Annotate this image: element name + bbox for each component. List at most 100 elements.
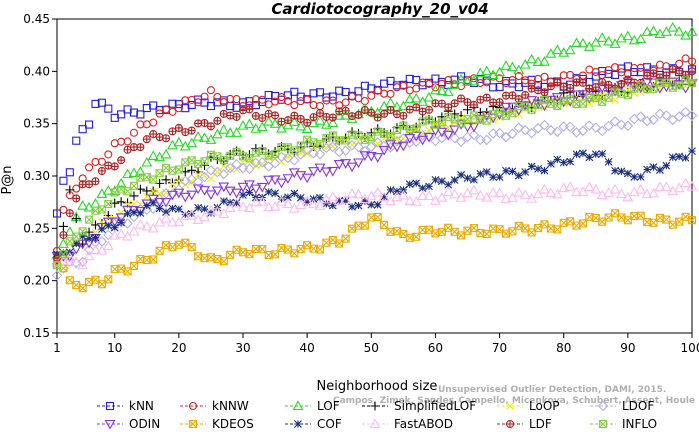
data-point xyxy=(578,219,588,228)
data-point-cross xyxy=(162,164,170,173)
data-point xyxy=(64,256,76,268)
data-point xyxy=(128,225,140,236)
data-point xyxy=(181,238,190,247)
data-point-cross xyxy=(232,148,241,156)
data-point xyxy=(303,95,312,104)
data-point xyxy=(585,93,594,102)
data-point xyxy=(97,98,106,107)
data-point xyxy=(168,107,177,116)
data-point xyxy=(489,173,498,182)
data-point-cross xyxy=(207,122,215,130)
data-point-cross xyxy=(189,420,197,428)
data-point xyxy=(585,153,594,162)
data-point xyxy=(476,169,485,178)
data-point xyxy=(506,402,514,410)
data-point xyxy=(277,195,286,203)
data-point xyxy=(199,171,210,183)
data-point xyxy=(187,243,196,252)
data-point-cross xyxy=(360,221,369,230)
data-point xyxy=(412,179,421,188)
data-point xyxy=(327,166,339,177)
data-point xyxy=(680,83,692,94)
data-point xyxy=(655,78,664,87)
data-point xyxy=(506,192,518,202)
data-point xyxy=(675,59,684,68)
data-point xyxy=(200,171,209,180)
data-point xyxy=(308,148,319,159)
data-point xyxy=(85,234,93,243)
data-point xyxy=(571,127,582,138)
data-point-cross xyxy=(572,221,581,230)
data-point-cross xyxy=(457,95,465,103)
data-point xyxy=(122,168,133,179)
data-point xyxy=(256,182,268,193)
data-point xyxy=(64,251,76,262)
data-point xyxy=(98,225,106,233)
data-point xyxy=(231,159,242,170)
data-point-cross xyxy=(431,120,440,129)
data-point-cross xyxy=(399,230,408,238)
data-point xyxy=(192,176,204,188)
data-point-cross xyxy=(502,111,510,120)
data-point xyxy=(91,99,100,108)
data-point xyxy=(354,94,363,103)
data-point-cross xyxy=(419,108,427,116)
data-point xyxy=(359,151,371,161)
data-point-cross xyxy=(142,173,151,182)
data-point xyxy=(78,232,87,241)
data-point xyxy=(284,193,292,202)
data-point xyxy=(128,167,140,177)
data-point-cross xyxy=(585,213,594,221)
data-point xyxy=(161,175,171,185)
data-point xyxy=(239,191,247,199)
data-point xyxy=(296,141,305,150)
data-point-cross xyxy=(322,134,331,142)
data-point xyxy=(367,200,376,209)
data-point-cross xyxy=(303,119,311,127)
data-point-cross xyxy=(508,91,516,99)
data-point xyxy=(348,202,356,211)
data-point xyxy=(527,228,536,237)
data-point xyxy=(501,78,511,88)
data-point xyxy=(149,198,158,207)
data-point xyxy=(367,213,376,222)
data-point-cross xyxy=(540,88,548,96)
data-point xyxy=(380,79,389,88)
data-point-cross xyxy=(649,84,658,93)
data-point xyxy=(662,215,671,224)
data-point-cross xyxy=(412,103,420,111)
data-point xyxy=(123,209,132,218)
data-point-cross xyxy=(226,151,235,160)
data-point xyxy=(142,255,151,265)
data-point xyxy=(527,105,536,114)
data-point-cross xyxy=(656,73,664,81)
data-point xyxy=(392,125,401,135)
data-point xyxy=(481,65,493,76)
data-point xyxy=(393,187,401,196)
data-point-cross xyxy=(649,218,658,227)
data-point xyxy=(213,98,222,107)
data-point xyxy=(341,136,350,145)
data-point xyxy=(687,57,697,66)
data-point xyxy=(91,275,100,284)
data-point xyxy=(276,178,287,189)
x-tick-label: 100 xyxy=(681,341,699,355)
data-point-cross xyxy=(393,227,401,236)
data-point-cross xyxy=(514,221,523,230)
data-point xyxy=(373,86,382,95)
data-point xyxy=(200,157,209,166)
data-point xyxy=(514,102,523,111)
data-point-cross xyxy=(675,81,684,90)
data-point xyxy=(566,94,575,103)
data-point xyxy=(167,190,178,201)
data-point-cross xyxy=(367,213,376,222)
data-point-cross xyxy=(662,78,671,87)
data-point-cross xyxy=(387,106,395,114)
legend-label: LDOF xyxy=(622,399,654,413)
data-point-cross xyxy=(506,420,514,428)
data-point xyxy=(155,204,164,213)
data-point xyxy=(648,187,659,198)
data-point-cross xyxy=(643,85,651,93)
data-point xyxy=(354,131,363,140)
data-point-cross xyxy=(540,96,549,105)
